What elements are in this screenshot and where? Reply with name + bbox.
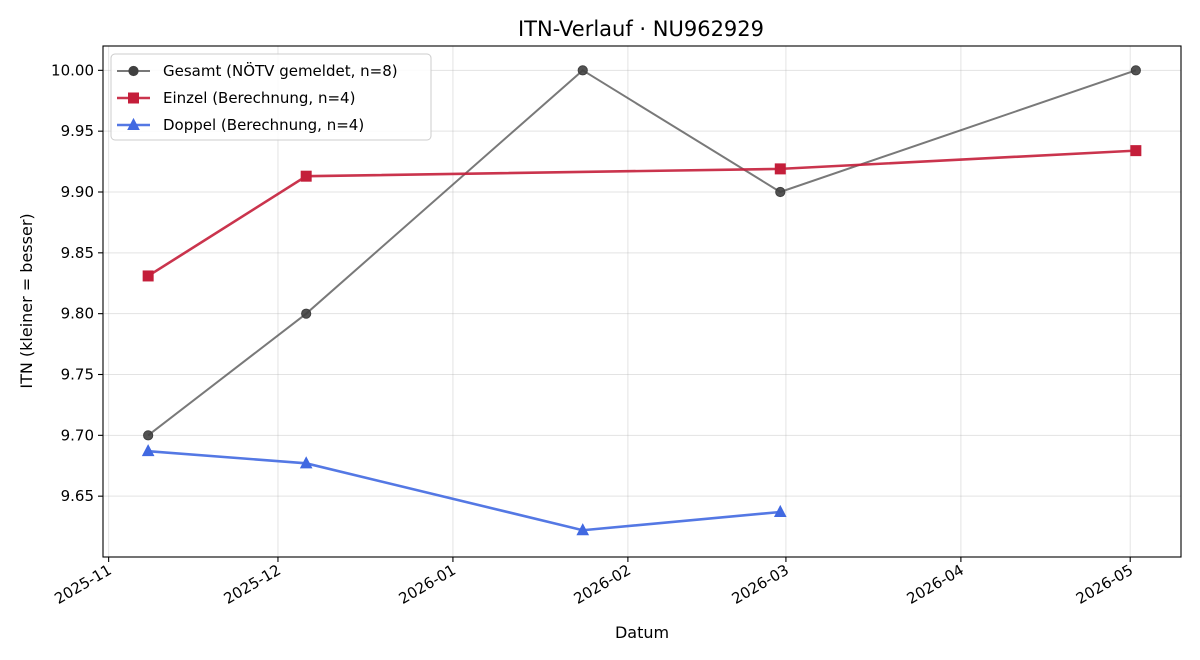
legend-box	[110, 53, 432, 141]
y-tick-label: 9.90	[61, 183, 94, 201]
data-point	[577, 65, 588, 76]
legend-marker	[128, 92, 139, 104]
y-tick-label: 9.80	[61, 305, 94, 323]
legend-marker	[128, 65, 139, 77]
legend-entry: Doppel (Berechnung, n=4)	[163, 116, 364, 134]
series-layer	[141, 65, 1142, 536]
x-tick-label: 2026-04	[904, 561, 967, 608]
legend-entry: Gesamt (NÖTV gemeldet, n=8)	[163, 61, 398, 80]
series-line	[148, 449, 781, 532]
x-tick-label: 2026-02	[571, 561, 634, 608]
data-point	[142, 270, 154, 282]
x-tick-label: 2026-05	[1073, 561, 1136, 608]
series-circle	[143, 65, 1141, 441]
y-tick-label: 9.65	[61, 487, 94, 505]
plot-frame	[102, 45, 1182, 558]
x-axis-label: Datum	[615, 623, 669, 642]
y-axis: 9.65 9.70 9.75 9.80 9.85 9.90 9.95 10.00	[51, 61, 103, 505]
chart-title: ITN-Verlauf · NU962929	[518, 17, 764, 41]
data-point	[774, 163, 786, 175]
y-tick-label: 9.75	[61, 366, 94, 384]
data-point	[141, 444, 155, 457]
x-tick-label: 2026-03	[729, 561, 792, 608]
series-line	[147, 149, 1136, 278]
y-tick-label: 9.70	[61, 426, 94, 444]
data-point	[1130, 145, 1142, 157]
legend-marker	[127, 117, 140, 130]
series-triangle	[141, 444, 787, 536]
series-square	[142, 145, 1142, 282]
y-tick-label: 9.85	[61, 244, 94, 262]
x-tick-label: 2025-12	[221, 561, 284, 608]
data-point	[773, 504, 787, 517]
y-tick-label: 10.00	[51, 61, 94, 79]
legend-entry: Einzel (Berechnung, n=4)	[163, 89, 355, 107]
x-tick-label: 2025-11	[51, 561, 114, 608]
x-axis: 2025-11 2025-12 2026-01 2026-02 2026-03 2026-…	[51, 557, 1136, 608]
x-tick-label: 2026-01	[396, 561, 459, 608]
legend: Gesamt (NÖTV gemeldet, n=8) Einzel (Berec…	[110, 53, 432, 141]
data-point	[301, 308, 312, 319]
data-point	[300, 170, 312, 182]
y-tick-label: 9.95	[61, 122, 94, 140]
y-axis-label: ITN (kleiner = besser)	[17, 213, 36, 388]
data-point	[576, 523, 590, 536]
data-point	[775, 186, 786, 198]
data-point	[299, 456, 313, 469]
data-point	[143, 430, 154, 441]
data-point	[1130, 65, 1141, 76]
